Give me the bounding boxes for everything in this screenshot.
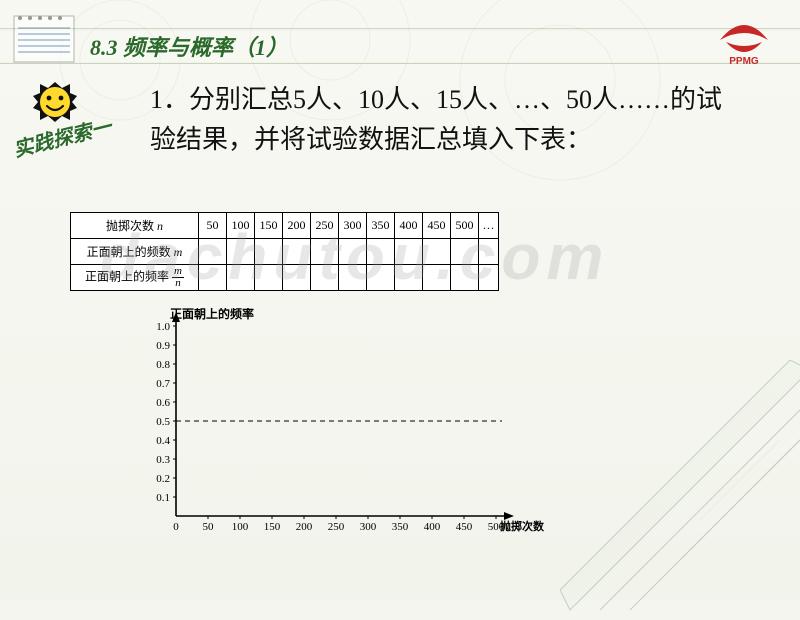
- table-cell: 150: [255, 213, 283, 239]
- svg-text:0.5: 0.5: [156, 416, 170, 428]
- svg-text:0.3: 0.3: [156, 454, 170, 466]
- row-label-n: 抛掷次数 n: [71, 213, 199, 239]
- table-row: 正面朝上的频率 mn: [71, 265, 499, 291]
- row-label-m: 正面朝上的频数 m: [71, 239, 199, 265]
- svg-text:200: 200: [296, 521, 313, 533]
- table-row: 抛掷次数 n 50 100 150 200 250 300 350 400 45…: [71, 213, 499, 239]
- svg-text:0.4: 0.4: [156, 435, 170, 447]
- svg-text:50: 50: [203, 521, 215, 533]
- svg-text:0.9: 0.9: [156, 340, 170, 352]
- svg-text:150: 150: [264, 521, 281, 533]
- table-cell: 500: [451, 213, 479, 239]
- svg-text:300: 300: [360, 521, 377, 533]
- row-label-freq: 正面朝上的频率 mn: [71, 265, 199, 291]
- svg-text:450: 450: [456, 521, 473, 533]
- ppmg-logo: PPMG: [716, 18, 772, 66]
- page-title: 8.3 频率与概率（1）: [90, 30, 288, 62]
- table-cell: 450: [423, 213, 451, 239]
- svg-text:100: 100: [232, 521, 249, 533]
- table-cell: …: [479, 213, 499, 239]
- table-cell: 400: [395, 213, 423, 239]
- svg-text:0.8: 0.8: [156, 359, 170, 371]
- frequency-chart: 正面朝上的频率1.0 0.9 0.8 0.7 0.6 0.5 0.4 0.3 0.2 0.1 0 50…: [128, 308, 548, 548]
- svg-text:250: 250: [328, 521, 345, 533]
- svg-text:400: 400: [424, 521, 441, 533]
- svg-text:0.2: 0.2: [156, 473, 170, 485]
- freq-table: 抛掷次数 n 50 100 150 200 250 300 350 400 45…: [70, 212, 499, 291]
- svg-text:350: 350: [392, 521, 409, 533]
- svg-text:0.7: 0.7: [156, 378, 170, 390]
- svg-text:0.6: 0.6: [156, 397, 170, 409]
- svg-text:0: 0: [173, 521, 179, 533]
- table-cell: 350: [367, 213, 395, 239]
- table-cell: 300: [339, 213, 367, 239]
- table-row: 正面朝上的频数 m: [71, 239, 499, 265]
- ruler-decor: [560, 360, 800, 620]
- table-cell: 50: [199, 213, 227, 239]
- header-band: 8.3 频率与概率（1）: [0, 28, 800, 64]
- table-cell: 100: [227, 213, 255, 239]
- svg-text:1.0: 1.0: [156, 321, 170, 333]
- table-cell: 200: [283, 213, 311, 239]
- svg-text:PPMG: PPMG: [729, 56, 759, 66]
- svg-text:抛掷次数: 抛掷次数: [500, 519, 545, 533]
- svg-text:0.1: 0.1: [156, 492, 170, 504]
- table-cell: 250: [311, 213, 339, 239]
- svg-text:正面朝上的频率: 正面朝上的频率: [170, 308, 254, 321]
- body-text: 1．分别汇总5人、10人、15人、…、50人……的试验结果，并将试验数据汇总填入…: [150, 80, 740, 161]
